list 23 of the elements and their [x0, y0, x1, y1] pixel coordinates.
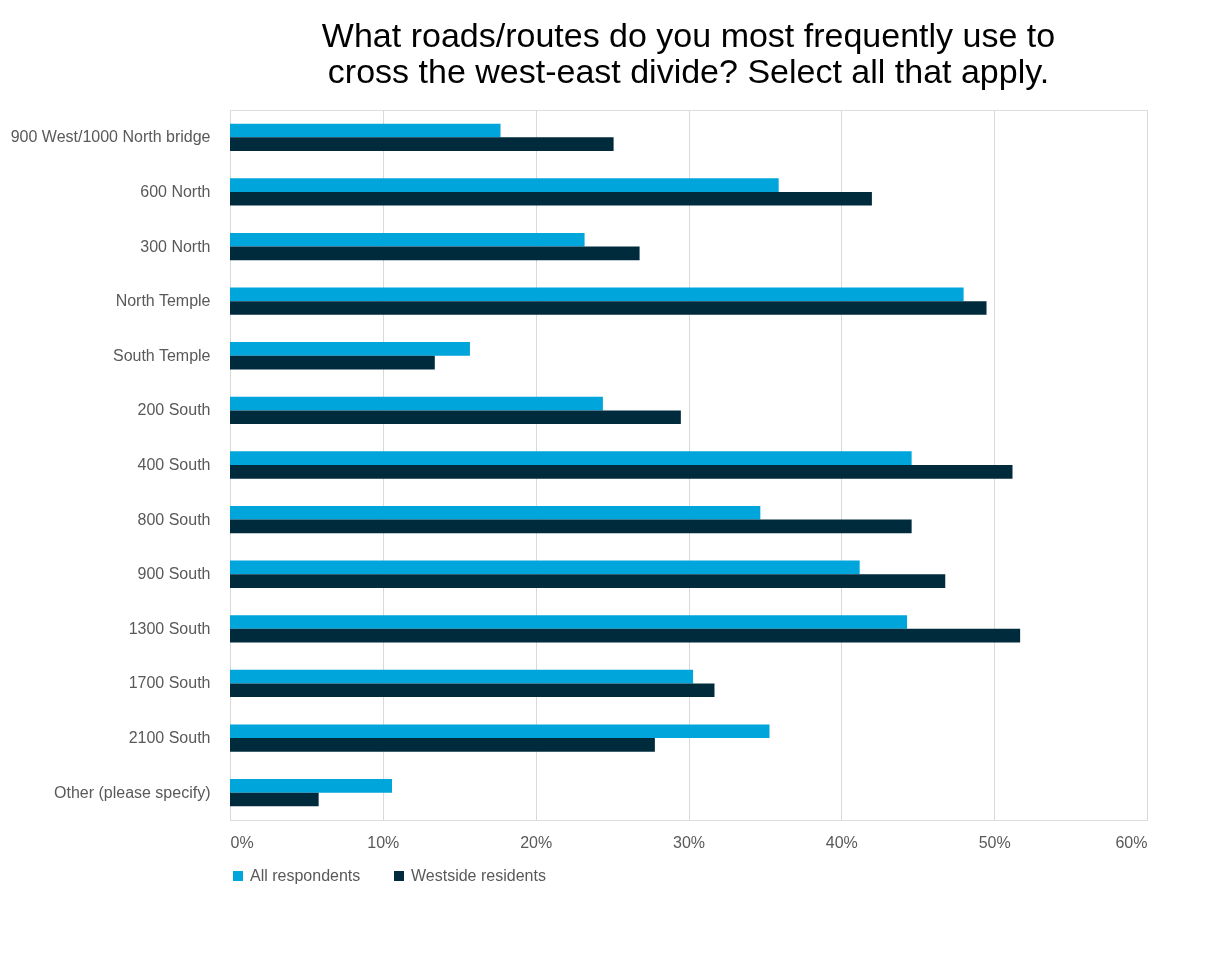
- x-tick-label: 0%: [230, 833, 254, 851]
- y-tick-label: 800 South: [137, 510, 211, 528]
- y-tick-label: 400 South: [137, 456, 211, 473]
- text: What roads/routes do you most frequently use to: [321, 16, 1056, 54]
- y-tick-label: 2100 South: [128, 729, 211, 747]
- y-tick-label: 1700 South: [128, 674, 211, 692]
- x-tick-label: 40%: [825, 833, 858, 851]
- y-tick-label: 300 North: [140, 237, 211, 255]
- y-tick-label: 1300 South: [128, 619, 211, 637]
- y-tick-label: 600 North: [140, 182, 211, 200]
- x-tick-label: 50%: [978, 833, 1011, 851]
- y-tick-label: North Temple: [115, 292, 211, 310]
- x-tick-label: 20%: [520, 833, 553, 851]
- legend-label: All respondents: [250, 867, 361, 884]
- y-tick-label: 200 South: [137, 401, 211, 419]
- x-tick-label: 10%: [367, 833, 400, 851]
- y-tick-label: 900 South: [137, 565, 211, 583]
- y-tick-label: 900 West/1000 North bridge: [10, 128, 211, 146]
- y-tick-label: Other (please specify): [53, 783, 211, 801]
- x-tick-label: 30%: [672, 833, 706, 851]
- x-tick-label: 60%: [1115, 833, 1148, 851]
- y-tick-label: South Temple: [112, 346, 211, 364]
- legend-label: Westside residents: [411, 867, 546, 884]
